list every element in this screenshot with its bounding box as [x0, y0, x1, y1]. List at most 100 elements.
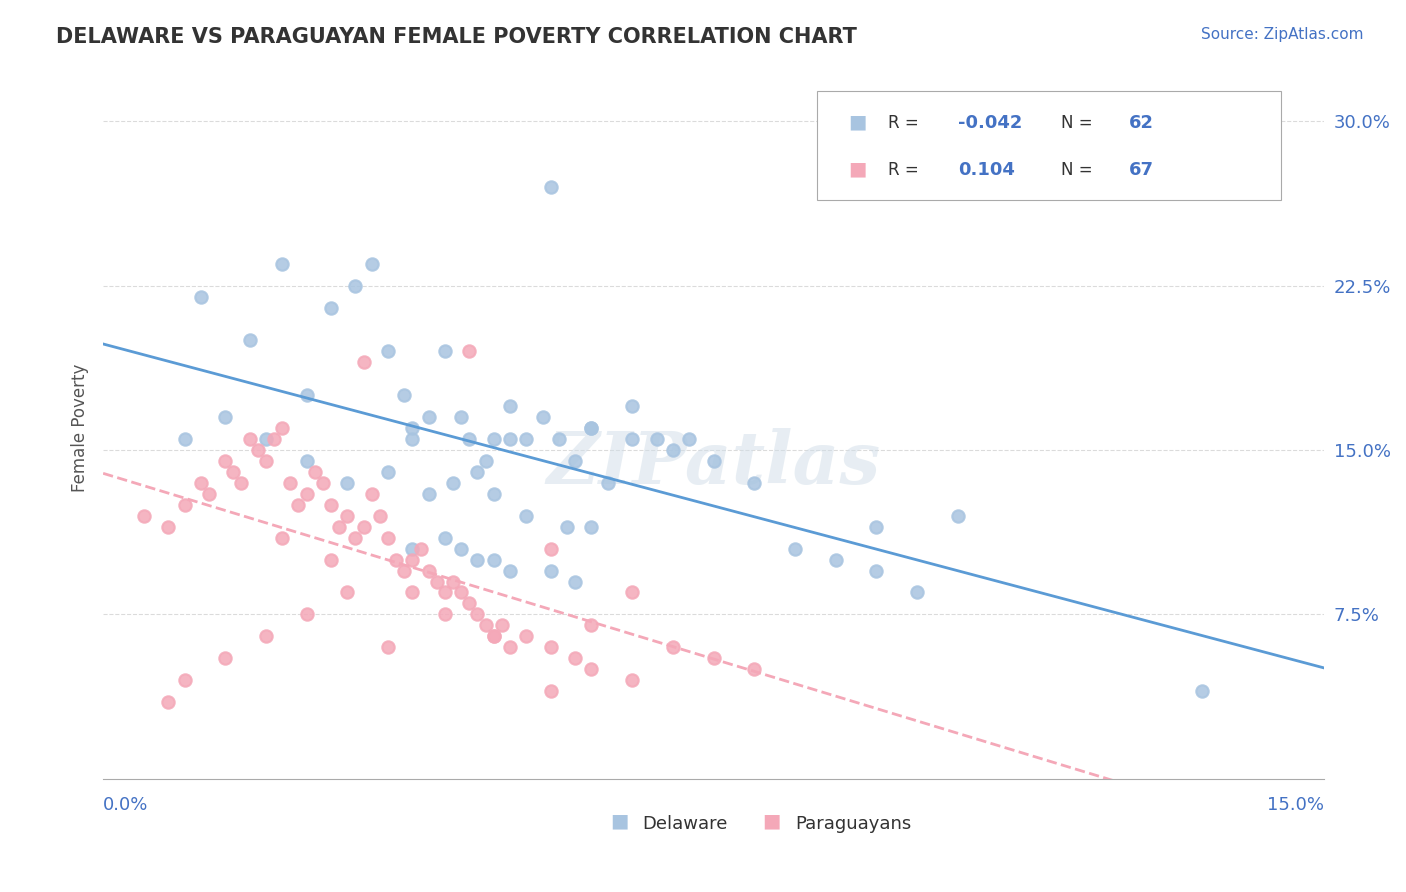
Point [336, 475, 359, 490]
Point [540, 640, 562, 655]
Point [499, 564, 522, 578]
Text: 0.104: 0.104 [957, 161, 1015, 179]
Point [377, 465, 399, 479]
Point [515, 432, 537, 446]
Point [458, 432, 481, 446]
Point [173, 432, 195, 446]
Text: -0.042: -0.042 [957, 114, 1022, 132]
Point [467, 607, 489, 622]
Point [394, 564, 416, 578]
Point [702, 454, 724, 468]
Point [157, 519, 180, 533]
Point [433, 531, 456, 545]
Point [287, 498, 309, 512]
Text: ■: ■ [610, 812, 628, 830]
Point [246, 442, 269, 457]
Point [450, 410, 472, 425]
Point [418, 410, 440, 425]
Point [263, 432, 285, 446]
Point [474, 618, 496, 632]
Point [271, 257, 294, 271]
Point [336, 585, 359, 599]
Point [377, 344, 399, 359]
Point [418, 564, 440, 578]
Point [254, 629, 277, 643]
Point [482, 487, 505, 501]
Point [319, 552, 342, 566]
Point [239, 432, 262, 446]
Point [499, 640, 522, 655]
Point [678, 432, 700, 446]
Text: 0.0%: 0.0% [103, 797, 149, 814]
Point [581, 421, 603, 435]
Point [271, 531, 294, 545]
Point [581, 662, 603, 676]
Point [433, 344, 456, 359]
Point [450, 585, 472, 599]
Point [482, 552, 505, 566]
Point [540, 564, 562, 578]
Point [515, 629, 537, 643]
Point [132, 508, 155, 523]
Text: 15.0%: 15.0% [1267, 797, 1324, 814]
Point [231, 475, 253, 490]
Text: Paraguayans: Paraguayans [796, 815, 911, 833]
Point [198, 487, 221, 501]
Point [239, 334, 262, 348]
Text: ■: ■ [848, 112, 866, 131]
Text: N =: N = [1062, 114, 1098, 132]
Point [515, 508, 537, 523]
Text: 62: 62 [1129, 114, 1153, 132]
Point [467, 552, 489, 566]
Point [491, 618, 513, 632]
Point [742, 475, 765, 490]
Point [474, 454, 496, 468]
Point [482, 432, 505, 446]
Y-axis label: Female Poverty: Female Poverty [72, 364, 89, 492]
Point [458, 344, 481, 359]
Point [564, 454, 586, 468]
Point [426, 574, 449, 589]
Point [581, 519, 603, 533]
Point [319, 498, 342, 512]
Point [312, 475, 335, 490]
Point [368, 508, 391, 523]
Point [214, 454, 236, 468]
Point [482, 629, 505, 643]
Point [254, 454, 277, 468]
Point [173, 673, 195, 687]
Point [214, 651, 236, 665]
Text: R =: R = [889, 161, 924, 179]
Point [353, 519, 375, 533]
Point [360, 487, 382, 501]
Point [555, 519, 578, 533]
Point [742, 662, 765, 676]
Point [433, 585, 456, 599]
Point [401, 552, 423, 566]
Point [824, 552, 846, 566]
Point [319, 301, 342, 315]
Point [645, 432, 668, 446]
Point [499, 432, 522, 446]
Point [450, 541, 472, 556]
Point [662, 640, 685, 655]
Point [328, 519, 350, 533]
Point [214, 410, 236, 425]
Point [271, 421, 294, 435]
Point [409, 541, 432, 556]
Point [467, 465, 489, 479]
Point [222, 465, 245, 479]
Point [377, 640, 399, 655]
Point [662, 442, 685, 457]
Point [254, 432, 277, 446]
Point [621, 585, 644, 599]
Point [353, 355, 375, 369]
Point [581, 421, 603, 435]
Point [702, 651, 724, 665]
Point [304, 465, 326, 479]
Text: ■: ■ [848, 159, 866, 178]
Point [564, 651, 586, 665]
Point [344, 278, 367, 293]
Point [540, 684, 562, 698]
Text: 67: 67 [1129, 161, 1153, 179]
